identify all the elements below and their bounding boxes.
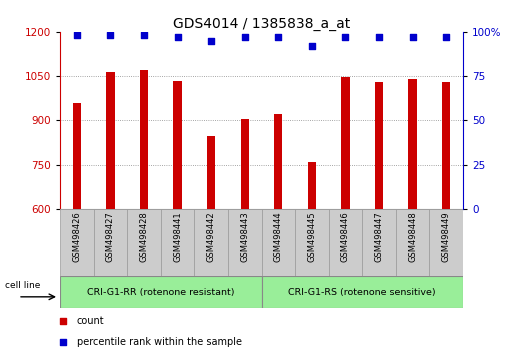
Point [408,34,417,40]
Point [371,27,380,33]
Point [375,34,383,40]
Bar [408,79,417,354]
Text: CRI-G1-RR (rotenone resistant): CRI-G1-RR (rotenone resistant) [87,287,235,297]
Text: GSM498448: GSM498448 [408,211,417,262]
Bar [161,209,195,276]
Text: CRI-G1-RS (rotenone sensitive): CRI-G1-RS (rotenone sensitive) [288,287,436,297]
Text: GSM498427: GSM498427 [106,211,115,262]
Text: GSM498449: GSM498449 [441,211,451,262]
Point [140,32,148,37]
Bar [274,114,282,354]
Point [106,33,115,38]
Text: GSM498426: GSM498426 [72,211,82,262]
Text: cell line: cell line [5,280,40,290]
Text: GSM498447: GSM498447 [374,211,383,262]
Title: GDS4014 / 1385838_a_at: GDS4014 / 1385838_a_at [173,17,350,31]
Bar [308,162,316,354]
Text: percentile rank within the sample: percentile rank within the sample [77,337,242,348]
Bar [328,209,362,276]
Bar [94,209,127,276]
Point [73,33,81,38]
Bar [60,209,94,276]
Text: GSM498446: GSM498446 [341,211,350,262]
Text: GSM498444: GSM498444 [274,211,283,262]
Point [308,43,316,49]
Bar [127,209,161,276]
Text: GSM498428: GSM498428 [140,211,149,262]
Point [174,34,182,40]
Point [341,34,349,40]
Bar [262,209,295,276]
Bar [375,82,383,354]
Bar [241,119,249,354]
Text: GSM498443: GSM498443 [240,211,249,262]
Text: count: count [77,316,105,326]
Bar [106,72,115,354]
Point [241,34,249,40]
Bar [429,209,463,276]
Bar [362,209,396,276]
Point [274,34,282,40]
Bar [295,209,328,276]
Bar [174,80,182,354]
Text: GSM498441: GSM498441 [173,211,182,262]
Point [442,34,450,40]
Point [207,38,215,44]
Point [371,224,380,229]
Bar [195,209,228,276]
Bar [73,103,81,354]
Bar [442,82,450,354]
Bar [396,209,429,276]
Text: GSM498442: GSM498442 [207,211,215,262]
Text: GSM498445: GSM498445 [308,211,316,262]
Bar [262,276,463,308]
Bar [140,70,148,354]
Bar [60,276,262,308]
Bar [207,136,215,354]
Bar [228,209,262,276]
Bar [341,77,349,354]
